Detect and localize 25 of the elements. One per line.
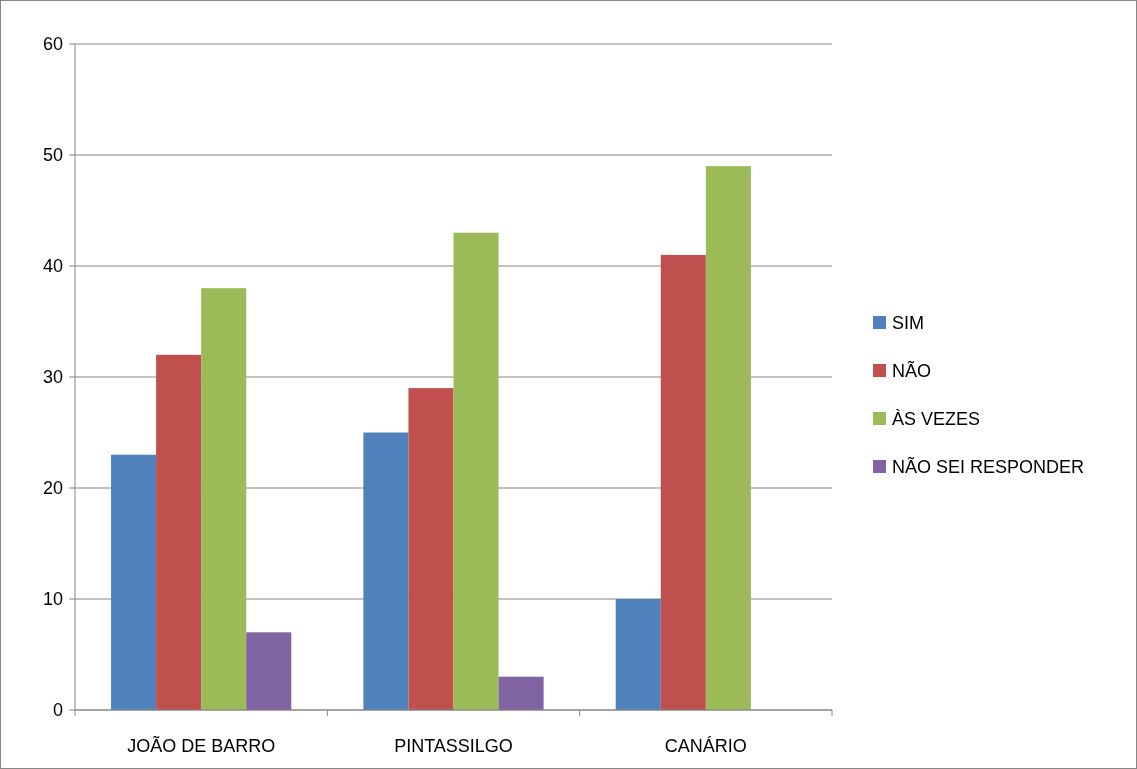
bar — [246, 632, 292, 710]
bar — [705, 166, 751, 710]
bar — [111, 454, 157, 710]
bar — [408, 388, 454, 710]
bar — [660, 254, 706, 710]
y-tick-label: 10 — [42, 589, 63, 610]
legend-label: NÃO — [892, 360, 932, 382]
legend-label: NÃO SEI RESPONDER — [892, 456, 1085, 478]
x-tick-label: PINTASSILGO — [394, 736, 513, 756]
x-tick-label: JOÃO DE BARRO — [127, 735, 276, 756]
bar — [615, 599, 661, 710]
legend-label: ÀS VEZES — [892, 409, 981, 430]
y-tick-label: 40 — [42, 256, 63, 277]
y-tick-label: 50 — [42, 145, 63, 166]
y-tick-label: 30 — [42, 367, 63, 388]
bar — [453, 232, 499, 710]
y-tick-label: 0 — [52, 700, 63, 721]
y-tick-label: 60 — [42, 34, 63, 55]
y-tick-label: 20 — [42, 478, 63, 499]
bar — [201, 288, 247, 710]
bar — [363, 432, 409, 710]
bar — [498, 676, 544, 710]
bar — [156, 354, 202, 710]
x-tick-label: CANÁRIO — [664, 736, 747, 756]
legend-label: SIM — [892, 313, 925, 334]
